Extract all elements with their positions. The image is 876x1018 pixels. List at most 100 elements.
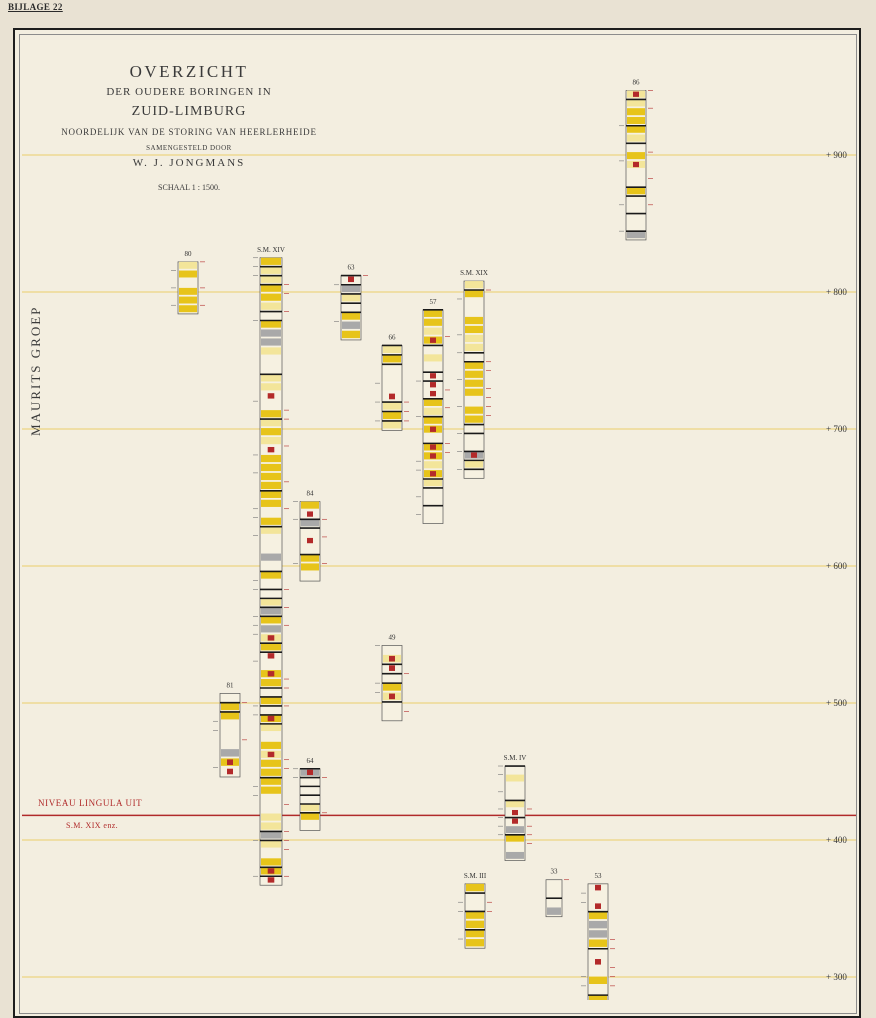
stratum-band	[424, 461, 442, 469]
red-marker	[633, 91, 639, 97]
stratum-band	[589, 920, 607, 929]
stratum-band	[261, 822, 281, 830]
stratum-band	[261, 338, 281, 346]
red-marker	[430, 337, 436, 343]
stratum-band	[547, 907, 561, 915]
stratum-band	[465, 290, 483, 298]
stratum-band	[506, 834, 524, 842]
red-marker	[389, 655, 395, 662]
stratum-band	[465, 325, 483, 334]
stratum-band	[383, 402, 401, 410]
stratum-band	[261, 374, 281, 382]
stratum-band	[627, 116, 645, 124]
stratum-band	[465, 415, 483, 423]
red-marker	[430, 426, 436, 432]
stratum-band	[221, 749, 239, 757]
borehole-label: 64	[307, 757, 315, 765]
stratum-band	[301, 501, 319, 509]
borehole-label: 33	[551, 868, 559, 876]
red-marker	[267, 751, 275, 758]
borehole-label: S.M. III	[464, 872, 487, 880]
red-marker	[307, 769, 313, 776]
stratum-band	[261, 598, 281, 606]
stratum-band	[261, 383, 281, 391]
stratum-band	[261, 347, 281, 355]
marker-label: NIVEAU LINGULA UIT	[38, 798, 143, 808]
borehole-label: 80	[185, 250, 193, 258]
title-main: OVERZICHT	[129, 62, 249, 81]
red-marker	[430, 390, 436, 397]
stratum-band	[466, 929, 484, 938]
red-marker	[267, 446, 275, 453]
red-marker	[512, 809, 518, 816]
stratum-band	[466, 883, 484, 892]
red-marker	[471, 452, 477, 458]
stratum-band	[627, 152, 645, 160]
stratum-band	[342, 293, 360, 302]
stratum-band	[179, 296, 197, 304]
red-marker	[595, 903, 601, 909]
stratum-band	[261, 454, 281, 463]
stratum-band	[261, 293, 281, 301]
title-author: W. J. JONGMANS	[132, 157, 246, 169]
red-marker	[307, 511, 313, 517]
red-marker	[267, 671, 275, 677]
stratum-band	[424, 309, 442, 317]
stratum-band	[383, 354, 401, 363]
stratum-band	[589, 995, 607, 1000]
stratum-band	[301, 519, 319, 527]
borehole-label: 86	[633, 79, 641, 87]
stratum-band	[627, 99, 645, 107]
depth-tick-label: + 700	[826, 424, 847, 434]
borehole-label: S.M. IV	[504, 754, 527, 762]
stratum-band	[261, 428, 281, 436]
red-marker	[267, 715, 275, 722]
depth-tick-label: + 500	[826, 698, 847, 708]
stratum-band	[261, 607, 281, 615]
stratum-band	[261, 643, 281, 651]
stratum-band	[261, 481, 281, 490]
stratum-band	[261, 257, 281, 265]
stratum-band	[261, 517, 281, 525]
stratum-band	[506, 826, 524, 834]
red-marker	[389, 665, 395, 671]
stratum-band	[179, 270, 197, 278]
stratum-band	[466, 920, 484, 928]
title-north: NOORDELIJK VAN DE STORING VAN HEERLERHEI…	[61, 127, 317, 137]
stratum-band	[261, 696, 281, 705]
stratum-band	[261, 499, 281, 507]
red-marker	[389, 693, 395, 700]
stratum-band	[465, 388, 483, 396]
stratum-band	[261, 553, 281, 561]
stratum-band	[301, 563, 319, 571]
stratum-band	[261, 759, 281, 767]
stratum-band	[424, 318, 442, 326]
stratum-band	[261, 302, 281, 310]
borehole-label: S.M. XIX	[460, 269, 488, 277]
stratum-band	[506, 774, 524, 782]
red-marker	[227, 768, 233, 775]
stratum-band	[261, 284, 281, 292]
stratum-band	[465, 343, 483, 351]
title-region: ZUID-LIMBURG	[131, 104, 247, 119]
stratum-band	[424, 398, 442, 406]
stratum-band	[506, 800, 524, 808]
stratum-band	[466, 911, 484, 919]
borehole-label: 84	[307, 490, 315, 498]
stratum-band	[589, 911, 607, 920]
stratum-band	[261, 741, 281, 749]
stratum-band	[261, 410, 281, 418]
stratum-band	[261, 831, 281, 839]
red-marker	[430, 444, 436, 450]
stratum-band	[261, 813, 281, 821]
stratum-band	[261, 463, 281, 472]
stratum-band	[261, 679, 281, 687]
red-marker	[267, 877, 275, 883]
stratum-band	[424, 327, 442, 335]
stratum-band	[179, 305, 197, 313]
stratum-band	[261, 320, 281, 328]
borehole-label: S.M. XIV	[257, 246, 285, 254]
title-compiled-by: SAMENGESTELD DOOR	[146, 144, 232, 152]
red-marker	[267, 635, 275, 641]
